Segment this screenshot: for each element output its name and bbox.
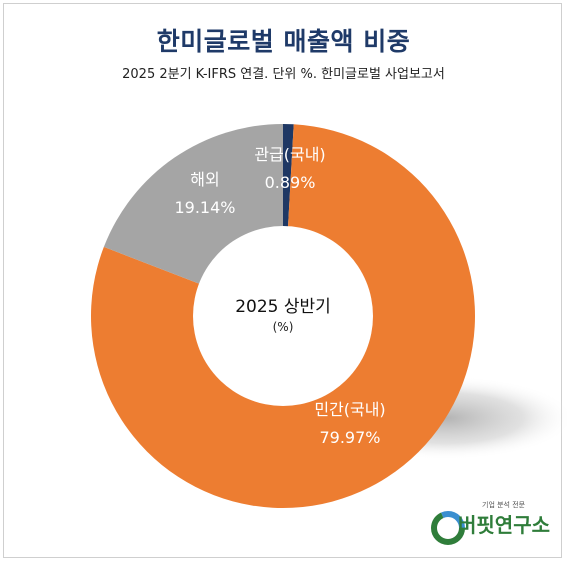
slice-value-label-0: 0.89% xyxy=(265,173,316,192)
slice-category-label-1: 민간(국내) xyxy=(314,400,385,419)
slice-category-label-2: 해외 xyxy=(190,170,219,189)
chart-title: 한미글로벌 매출액 비중 xyxy=(156,27,411,56)
buffett-lab-logo xyxy=(428,500,558,548)
slice-labels: 관급(국내) 0.89% 민간(국내) 79.97% 해외 19.14% xyxy=(174,145,385,447)
slice-value-label-1: 79.97% xyxy=(319,428,380,447)
center-unit: (%) xyxy=(273,320,294,334)
logo-name: 버핏연구소 xyxy=(458,513,550,537)
logo-mark-icon xyxy=(431,511,465,545)
slice-value-label-2: 19.14% xyxy=(174,198,235,217)
slice-category-label-0: 관급(국내) xyxy=(254,145,325,164)
donut-hole xyxy=(193,226,373,406)
chart-subtitle: 2025 2분기 K-IFRS 연결. 단위 %. 한미글로벌 사업보고서 xyxy=(122,67,445,82)
center-label: 2025 상반기 xyxy=(235,297,331,317)
logo-tagline: 기업 분석 전문 xyxy=(482,501,526,509)
